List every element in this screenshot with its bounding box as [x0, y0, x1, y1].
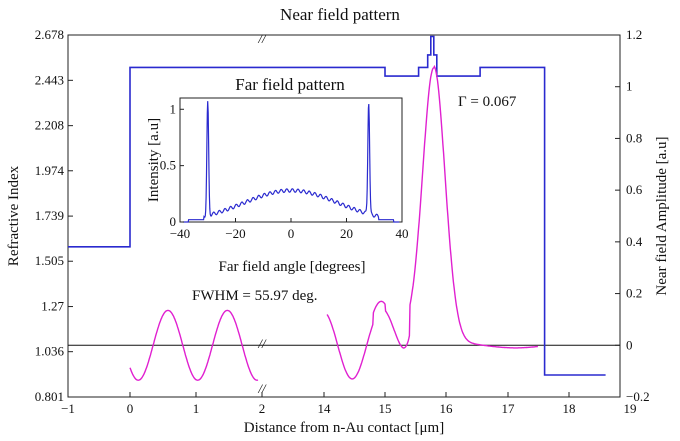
y-left-tick-label: 1.505 [35, 253, 64, 268]
x-tick-label: 1 [193, 401, 200, 416]
x-tick-label: 18 [563, 401, 576, 416]
y-left-tick-label: 1.974 [35, 163, 65, 178]
inset-y-tick-label: 0.5 [160, 158, 176, 173]
y-right-tick-label: 1 [626, 79, 633, 94]
y-right-tick-label: 1.2 [626, 27, 642, 42]
axis-break-top: // [257, 31, 267, 46]
y-axis-label-left: Refractive Index [6, 165, 22, 266]
inset-x-axis-label: Far field angle [degrees] [218, 259, 365, 275]
y-right-tick-label: 0.2 [626, 286, 642, 301]
y-right-tick-label: −0.2 [626, 389, 650, 404]
near-field-curve-left [129, 309, 259, 381]
y-right-tick-label: 0.8 [626, 130, 642, 145]
inset-background [180, 98, 402, 222]
inset-x-tick-label: −20 [225, 226, 245, 241]
x-tick-label: 2 [259, 401, 266, 416]
main-title: Near field pattern [280, 5, 400, 24]
y-left-tick-label: 0.801 [35, 389, 64, 404]
y-right-tick-label: 0 [626, 337, 633, 352]
x-tick-label: 19 [624, 401, 637, 416]
x-tick-label: 17 [502, 401, 516, 416]
y-left-tick-label: 1.739 [35, 208, 64, 223]
axis-break-middle: // [257, 336, 267, 351]
x-tick-label: 15 [379, 401, 392, 416]
inset-y-axis-label: Intensity [a.u] [146, 118, 162, 202]
x-tick-label: 0 [127, 401, 134, 416]
inset-y-tick-label: 0 [170, 214, 177, 229]
refractive-index-line [68, 35, 606, 376]
inset-x-tick-label: −40 [170, 226, 190, 241]
far-field-curve [182, 101, 400, 223]
inset-title: Far field pattern [235, 75, 345, 94]
x-axis-label: Distance from n-Au contact [μm] [244, 420, 444, 436]
x-tick-label: 14 [318, 401, 332, 416]
axis-break-bottom: // [257, 381, 267, 396]
inset-x-tick-label: 40 [396, 226, 409, 241]
inset-y-tick-label: 1 [170, 101, 177, 116]
y-left-tick-label: 1.27 [41, 299, 64, 314]
confinement-factor-annotation: Γ = 0.067 [458, 94, 517, 110]
inset-x-tick-label: 0 [288, 226, 295, 241]
inset-x-tick-label: 20 [340, 226, 353, 241]
x-tick-label: 16 [440, 401, 454, 416]
y-left-tick-label: 2.678 [35, 27, 64, 42]
near-field-curve-right [326, 64, 538, 380]
fwhm-annotation: FWHM = 55.97 deg. [192, 288, 318, 304]
y-left-tick-label: 2.208 [35, 118, 64, 133]
y-right-tick-label: 0.4 [626, 234, 643, 249]
y-right-tick-label: 0.6 [626, 182, 643, 197]
x-tick-label: −1 [61, 401, 75, 416]
y-axis-label-right: Near field Amplitude [a.u] [654, 136, 670, 295]
y-left-tick-label: 2.443 [35, 72, 64, 87]
y-left-tick-label: 1.036 [35, 344, 65, 359]
